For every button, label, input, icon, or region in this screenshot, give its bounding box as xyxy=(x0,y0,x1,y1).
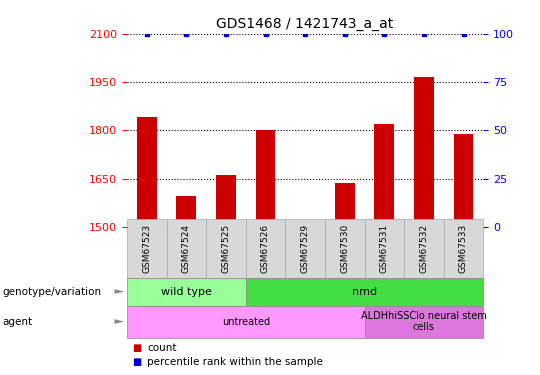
Text: nmd: nmd xyxy=(352,286,377,297)
Text: GSM67524: GSM67524 xyxy=(182,224,191,273)
Bar xyxy=(454,134,474,227)
Text: untreated: untreated xyxy=(221,316,270,327)
Text: GSM67530: GSM67530 xyxy=(340,224,349,273)
Text: GSM67526: GSM67526 xyxy=(261,224,270,273)
Text: ■: ■ xyxy=(132,357,141,368)
Text: percentile rank within the sample: percentile rank within the sample xyxy=(147,357,323,368)
Bar xyxy=(374,124,394,227)
Text: GSM67533: GSM67533 xyxy=(459,224,468,273)
Text: count: count xyxy=(147,343,177,353)
Text: ALDHhiSSClo neural stem
cells: ALDHhiSSClo neural stem cells xyxy=(361,311,487,332)
Text: genotype/variation: genotype/variation xyxy=(3,286,102,297)
Text: GSM67523: GSM67523 xyxy=(142,224,151,273)
Text: GSM67532: GSM67532 xyxy=(420,224,428,273)
Bar xyxy=(137,117,157,227)
Text: GSM67531: GSM67531 xyxy=(380,224,389,273)
Bar xyxy=(414,77,434,227)
Bar xyxy=(295,225,315,227)
Title: GDS1468 / 1421743_a_at: GDS1468 / 1421743_a_at xyxy=(217,17,394,32)
Text: GSM67529: GSM67529 xyxy=(301,224,309,273)
Text: ■: ■ xyxy=(132,343,141,353)
Bar xyxy=(335,183,355,227)
Text: agent: agent xyxy=(3,316,33,327)
Bar xyxy=(255,130,275,227)
Text: GSM67525: GSM67525 xyxy=(221,224,231,273)
Text: wild type: wild type xyxy=(161,286,212,297)
Bar xyxy=(216,176,236,227)
Bar xyxy=(177,196,196,227)
